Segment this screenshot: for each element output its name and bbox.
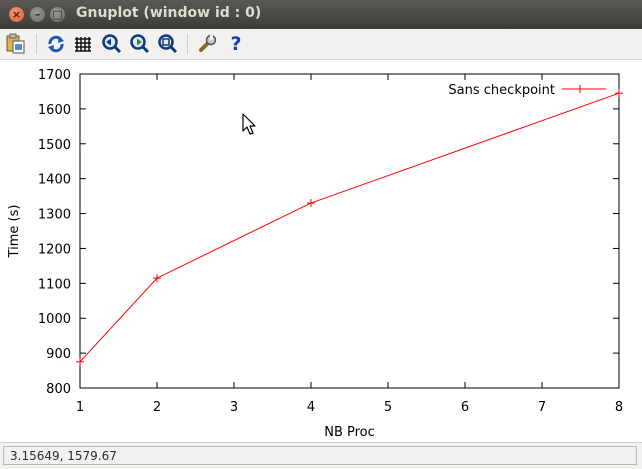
copy-to-clipboard-icon xyxy=(6,33,25,54)
data-point xyxy=(76,357,84,366)
y-tick-label: 1600 xyxy=(38,103,71,118)
minimize-button[interactable]: – xyxy=(30,7,45,22)
copy-to-clipboard-button[interactable] xyxy=(5,33,27,55)
x-tick-label: 8 xyxy=(615,400,623,415)
x-tick-label: 1 xyxy=(76,400,84,415)
next-zoom-icon xyxy=(130,34,150,54)
help-icon: ? xyxy=(230,33,242,55)
data-point xyxy=(307,199,315,208)
replot-icon xyxy=(48,35,64,53)
y-tick-label: 1200 xyxy=(38,242,71,257)
autoscale-icon xyxy=(158,34,178,54)
x-tick-label: 3 xyxy=(230,400,238,415)
legend-sample xyxy=(562,85,606,93)
previous-zoom-button[interactable] xyxy=(101,33,123,55)
y-tick-label: 1100 xyxy=(38,277,71,292)
x-tick-label: 4 xyxy=(307,400,315,415)
plot-canvas[interactable]: 1 2 3 4 5 6 7 8 800 900 1000 1100 1200 1300 1400 1500 16… xyxy=(0,60,642,442)
y-tick-label: 1000 xyxy=(38,312,71,327)
grid-button[interactable] xyxy=(73,33,95,55)
title-bar[interactable]: × – □ Gnuplot (window id : 0) xyxy=(0,0,642,29)
y-axis-label: Time (s) xyxy=(7,205,22,259)
autoscale-button[interactable] xyxy=(157,33,179,55)
plot-frame xyxy=(79,73,620,389)
mouse-cursor-icon xyxy=(242,113,256,135)
grid-icon xyxy=(75,37,91,52)
close-icon: × xyxy=(11,8,22,21)
y-tick-label: 900 xyxy=(46,347,71,362)
minimize-icon: – xyxy=(34,8,41,21)
chart: 1 2 3 4 5 6 7 8 800 900 1000 1100 1200 1300 1400 1500 16… xyxy=(7,68,623,440)
y-tick-label: 1400 xyxy=(38,173,71,188)
data-point xyxy=(153,274,161,283)
mouse-coordinates: 3.15649, 1579.67 xyxy=(10,449,117,463)
x-tick-label: 6 xyxy=(461,400,469,415)
x-axis-label: NB Proc xyxy=(324,425,375,440)
replot-button[interactable] xyxy=(45,33,67,55)
help-button[interactable]: ? xyxy=(225,33,247,55)
toolbar-separator xyxy=(36,34,37,54)
next-zoom-button[interactable] xyxy=(129,33,151,55)
close-button[interactable]: × xyxy=(9,7,24,22)
maximize-button[interactable]: □ xyxy=(50,7,65,22)
settings-icon xyxy=(199,34,217,52)
y-tick-label: 800 xyxy=(46,382,71,397)
window-title: Gnuplot (window id : 0) xyxy=(76,5,262,21)
status-bar: 3.15649, 1579.67 xyxy=(0,442,642,469)
settings-button[interactable] xyxy=(196,33,218,55)
y-tick-label: 1500 xyxy=(38,138,71,153)
status-frame: 3.15649, 1579.67 xyxy=(3,446,637,465)
legend-label: Sans checkpoint xyxy=(448,83,555,98)
data-point xyxy=(615,89,623,98)
x-tick-label: 2 xyxy=(153,400,161,415)
series-line xyxy=(79,92,620,363)
maximize-icon: □ xyxy=(52,8,63,21)
y-tick-label: 1300 xyxy=(38,208,71,223)
x-tick-label: 5 xyxy=(384,400,392,415)
toolbar-separator xyxy=(187,34,188,54)
x-tick-label: 7 xyxy=(538,400,546,415)
toolbar: ? xyxy=(0,29,642,60)
previous-zoom-icon xyxy=(102,34,122,54)
y-tick-label: 1700 xyxy=(38,68,71,83)
